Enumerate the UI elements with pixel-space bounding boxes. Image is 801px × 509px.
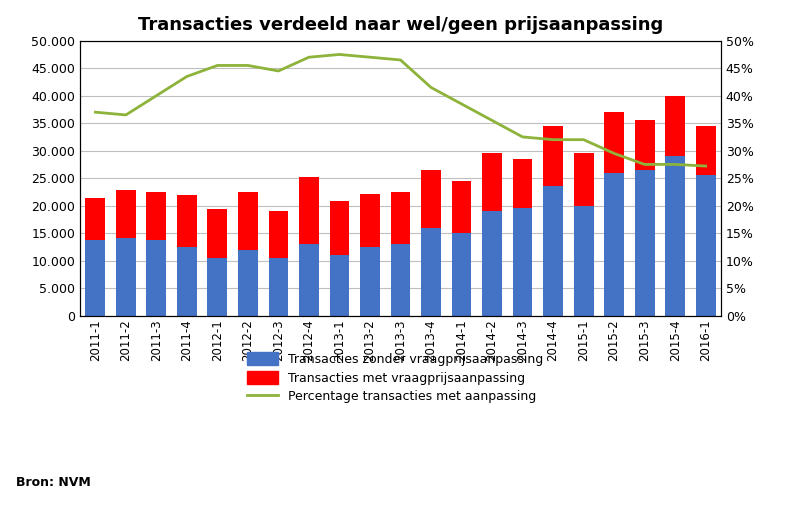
Bar — [421, 170, 441, 228]
Bar — [574, 206, 594, 316]
Bar — [207, 210, 227, 258]
Bar — [634, 170, 654, 316]
Bar — [391, 244, 410, 316]
Bar — [543, 186, 563, 316]
Bar — [391, 192, 410, 244]
Bar — [268, 211, 288, 258]
Bar — [177, 194, 197, 247]
Bar — [574, 153, 594, 206]
Bar — [360, 247, 380, 316]
Bar — [207, 258, 227, 316]
Bar — [482, 153, 502, 211]
Bar — [116, 190, 136, 238]
Bar — [421, 228, 441, 316]
Bar — [177, 247, 197, 316]
Bar — [543, 126, 563, 186]
Bar — [360, 193, 380, 247]
Bar — [452, 181, 472, 233]
Text: Bron: NVM: Bron: NVM — [16, 475, 91, 489]
Bar — [86, 240, 105, 316]
Bar — [513, 159, 533, 208]
Bar — [482, 211, 502, 316]
Bar — [268, 258, 288, 316]
Bar — [299, 244, 319, 316]
Bar — [329, 201, 349, 255]
Bar — [513, 208, 533, 316]
Bar — [329, 255, 349, 316]
Bar — [604, 173, 624, 316]
Bar — [299, 177, 319, 244]
Bar — [238, 249, 258, 316]
Bar — [452, 233, 472, 316]
Bar — [696, 126, 715, 176]
Bar — [665, 156, 685, 316]
Bar — [116, 238, 136, 316]
Bar — [604, 112, 624, 173]
Bar — [147, 192, 167, 240]
Bar — [634, 121, 654, 170]
Bar — [696, 176, 715, 316]
Title: Transacties verdeeld naar wel/geen prijsaanpassing: Transacties verdeeld naar wel/geen prijs… — [138, 16, 663, 34]
Bar — [86, 198, 105, 240]
Bar — [238, 192, 258, 249]
Bar — [665, 96, 685, 156]
Bar — [147, 240, 167, 316]
Legend: Transacties zonder vraagprijsaanpassing, Transacties met vraagprijsaanpassing, P: Transacties zonder vraagprijsaanpassing,… — [247, 352, 543, 403]
